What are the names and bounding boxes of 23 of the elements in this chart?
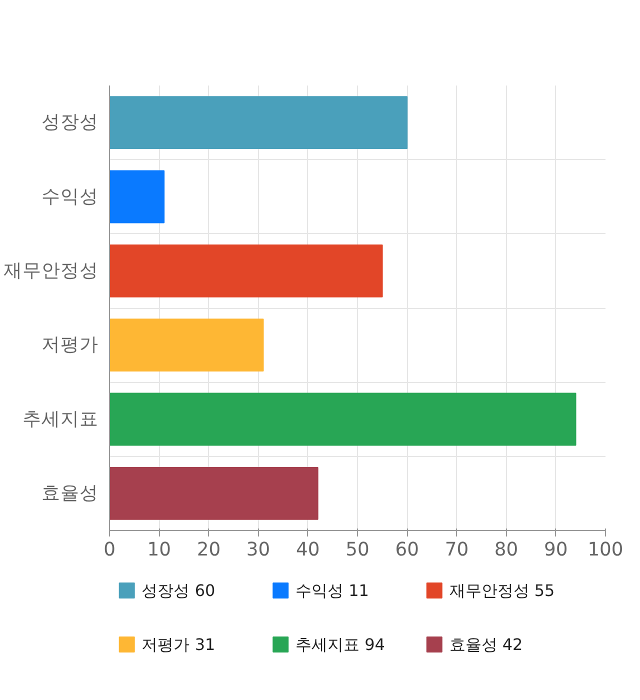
x-tick-label: 0 [104,540,116,560]
y-tick-label: 추세지표 [22,408,98,430]
legend-label: 효율성 42 [449,635,523,654]
y-tick-label: 저평가 [42,334,98,356]
y-tick-label: 재무안정성 [4,260,98,282]
x-tick-label: 90 [544,540,568,560]
x-tick-label: 10 [147,540,171,560]
x-tick-label: 40 [296,540,320,560]
x-tick-label: 70 [444,540,469,560]
legend-label: 저평가 31 [142,635,216,654]
y-tick-label: 성장성 [42,112,98,134]
legend-label: 수익성 11 [296,581,369,600]
y-tick-label: 효율성 [42,482,98,504]
legend-label: 성장성 60 [142,581,216,600]
x-tick-label: 60 [395,540,419,560]
legend-label: 재무안정성 55 [449,581,555,600]
x-tick-label: 30 [246,540,270,560]
y-tick-label: 수익성 [42,186,98,208]
legend-label: 추세지표 94 [296,635,385,654]
x-tick-label: 20 [196,540,221,560]
x-tick-label: 80 [494,540,518,560]
x-tick-label: 50 [346,540,370,560]
x-tick-label: 100 [588,540,624,560]
